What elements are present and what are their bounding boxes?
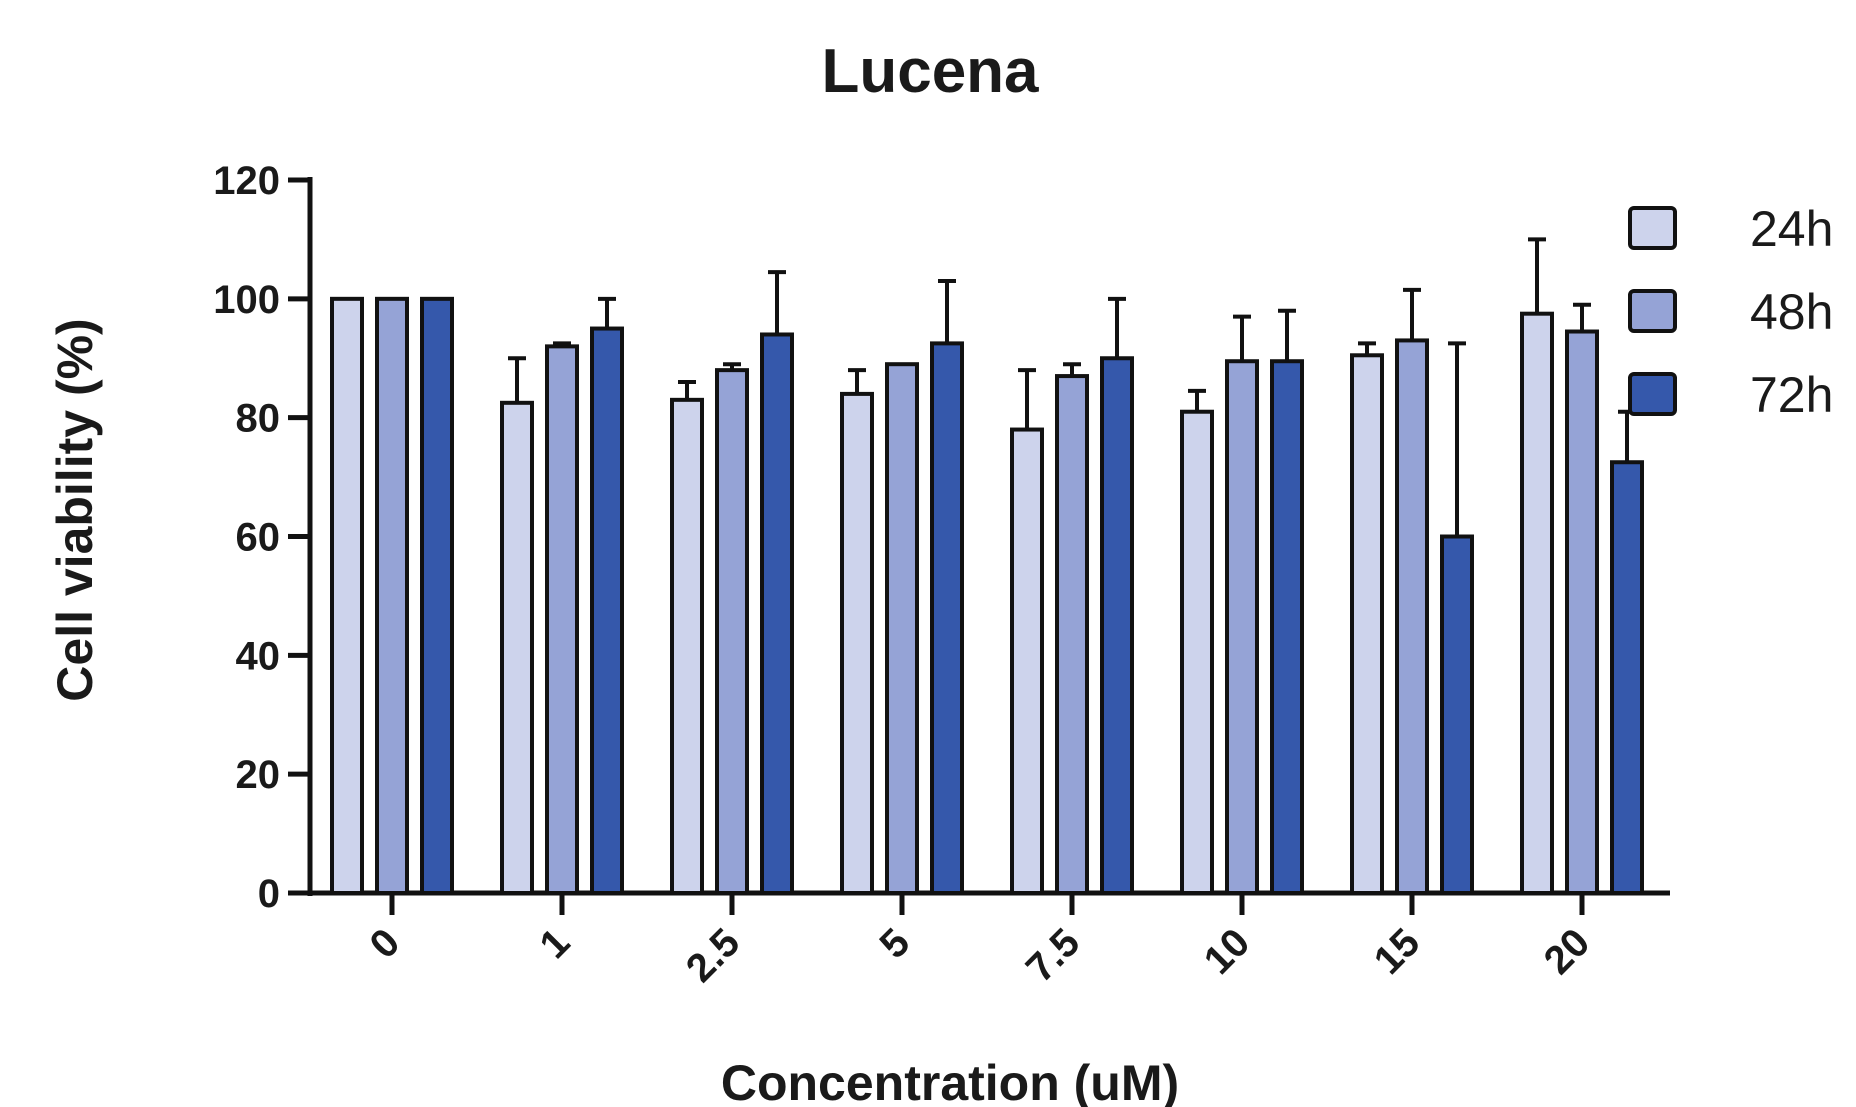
x-tick-label: 10	[1196, 920, 1259, 983]
bar-24h-2.5	[670, 397, 704, 895]
bar-24h-1	[500, 400, 534, 895]
y-tick-label: 120	[213, 159, 280, 203]
bar-48h-15	[1395, 338, 1429, 895]
y-axis-label: Cell viability (%)	[47, 318, 103, 701]
legend-swatch-72h	[1628, 372, 1677, 416]
bars	[330, 237, 1644, 896]
y-tick-label: 80	[236, 397, 281, 441]
x-tick-label: 2.5	[678, 920, 748, 990]
bar-72h-10	[1270, 359, 1304, 895]
legend-label-24h: 24h	[1750, 201, 1833, 257]
bar-48h-2.5	[715, 368, 749, 895]
y-axis: 0 20 40 60 80 100 120	[213, 159, 313, 916]
legend-label-72h: 72h	[1750, 367, 1833, 423]
x-tick-label: 1	[532, 920, 579, 967]
bar-72h-15	[1440, 534, 1474, 895]
bar-48h-10	[1225, 359, 1259, 895]
y-tick-label: 100	[213, 278, 280, 322]
bar-72h-1	[590, 326, 624, 895]
bar-24h-5	[840, 391, 874, 895]
x-axis-label: Concentration (uM)	[721, 1055, 1179, 1107]
bar-24h-20	[1520, 311, 1554, 895]
legend-swatch-48h	[1628, 289, 1677, 333]
y-tick-label: 20	[236, 753, 281, 797]
legend: 24h 48h 72h	[1628, 201, 1833, 423]
bar-48h-5	[885, 362, 919, 896]
x-tick-label: 20	[1536, 920, 1599, 983]
bar-48h-7.5	[1055, 374, 1089, 895]
bar-24h-10	[1180, 409, 1214, 895]
legend-swatch-24h	[1628, 206, 1677, 250]
bar-48h-20	[1565, 329, 1599, 895]
bar-72h-20	[1610, 460, 1644, 895]
bar-48h-0	[375, 296, 409, 896]
bar-24h-15	[1350, 353, 1384, 895]
bar-24h-0	[330, 296, 364, 896]
y-tick-label: 0	[258, 872, 280, 916]
chart-title: Lucena	[821, 37, 1039, 106]
bar-48h-1	[545, 344, 579, 896]
x-tick-label: 15	[1366, 920, 1429, 983]
x-tick-label: 7.5	[1018, 920, 1088, 990]
x-axis: 0 1 2.5 5 7.5 10 15 20	[288, 890, 1670, 991]
x-tick-label: 0	[362, 920, 409, 967]
x-tick-label: 5	[872, 920, 919, 967]
legend-label-48h: 48h	[1750, 284, 1833, 340]
bar-24h-7.5	[1010, 427, 1044, 895]
bar-72h-5	[930, 341, 964, 896]
bar-72h-2.5	[760, 332, 794, 895]
bar-72h-7.5	[1100, 356, 1134, 895]
y-tick-label: 40	[236, 634, 281, 678]
bar-72h-0	[420, 296, 454, 896]
y-tick-label: 60	[236, 516, 281, 560]
